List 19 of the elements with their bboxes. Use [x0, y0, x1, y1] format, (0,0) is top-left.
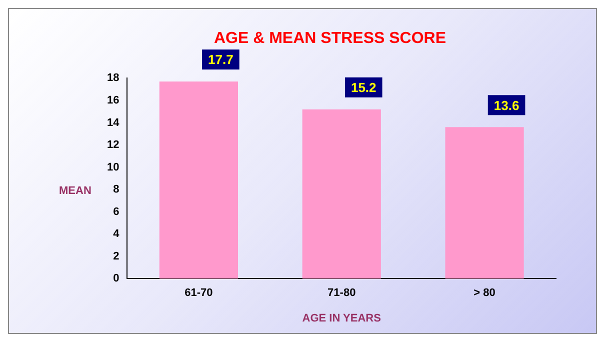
- y-tick-label: 6: [113, 206, 120, 218]
- data-label: 13.6: [494, 98, 520, 113]
- x-tick-label: 71-80: [328, 287, 356, 300]
- y-tick-label: 12: [106, 139, 120, 152]
- y-tick-label: 0: [113, 272, 120, 285]
- chart-title: AGE & MEAN STRESS SCORE: [214, 30, 446, 48]
- data-label: 15.2: [350, 80, 376, 95]
- y-tick-label: 2: [113, 250, 120, 262]
- data-label: 17.7: [208, 52, 234, 68]
- x-tick-label: 61-70: [184, 287, 213, 300]
- y-tick-label: 4: [113, 228, 120, 240]
- y-axis-title: MEAN: [59, 185, 92, 197]
- x-tick-label: > 80: [474, 287, 496, 300]
- y-tick-label: 16: [106, 94, 120, 106]
- y-tick-label: 8: [113, 184, 120, 196]
- x-axis-title: AGE IN YEARS: [302, 312, 381, 324]
- y-tick-label: 14: [106, 116, 120, 129]
- y-tick-label: 18: [106, 72, 120, 84]
- y-tick-label: 10: [106, 161, 120, 174]
